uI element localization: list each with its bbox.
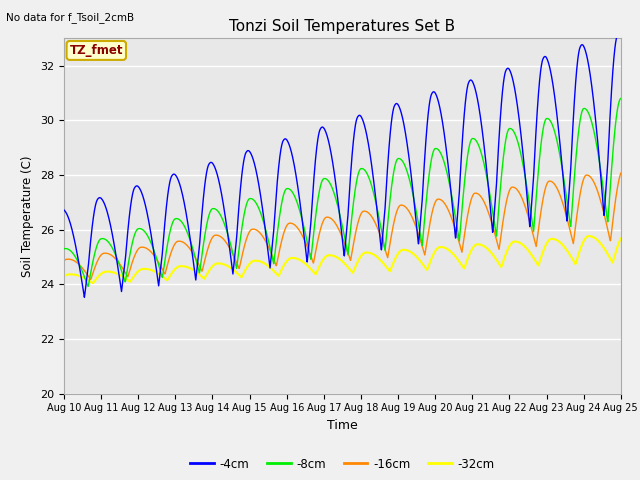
Title: Tonzi Soil Temperatures Set B: Tonzi Soil Temperatures Set B [229, 20, 456, 35]
X-axis label: Time: Time [327, 419, 358, 432]
Legend: -4cm, -8cm, -16cm, -32cm: -4cm, -8cm, -16cm, -32cm [185, 453, 500, 475]
Text: TZ_fmet: TZ_fmet [70, 44, 123, 57]
Y-axis label: Soil Temperature (C): Soil Temperature (C) [22, 155, 35, 277]
Text: No data for f_Tsoil_2cmB: No data for f_Tsoil_2cmB [6, 12, 134, 23]
